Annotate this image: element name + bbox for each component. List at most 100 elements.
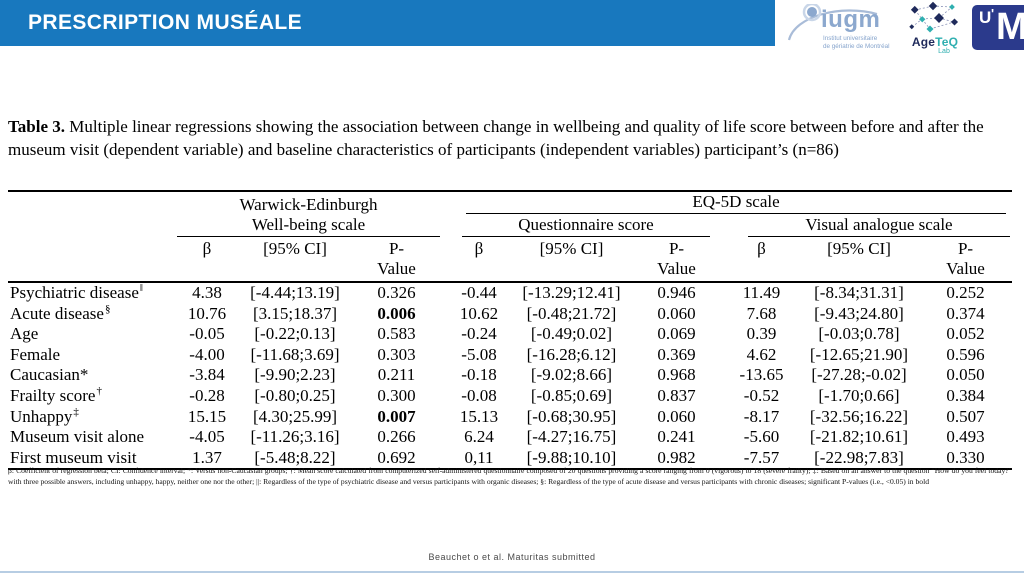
value-cell: 0.006	[377, 303, 416, 323]
col-ci: [95% CI]	[514, 237, 629, 284]
value-cell: 0.837	[657, 386, 696, 405]
value-cell: [-0.22;0.13]	[254, 324, 336, 344]
value-cell: 0.052	[946, 324, 985, 344]
value-cell: 10.76	[187, 303, 227, 323]
ageteq-logo: AgeTeQ Lab	[903, 1, 967, 57]
warwick-edinburgh-header: Warwick-Edinburgh Well-being scale	[173, 191, 444, 238]
value-cell: -5.60	[743, 427, 780, 447]
header-row-columns: β [95% CI] P- Value β [95% CI] P- Value β …	[8, 237, 1013, 284]
value-cell: 4.62	[746, 344, 777, 364]
value-cell: 0.050	[946, 365, 985, 385]
value-cell: -0.05	[189, 324, 225, 344]
value-cell: [-12.65;21.90]	[809, 344, 909, 364]
value-cell: 0.266	[377, 427, 416, 447]
col-beta: β	[724, 237, 799, 284]
value-cell: -0.18	[461, 365, 497, 385]
col-pvalue: P- Value	[919, 237, 1013, 284]
ageteq-network-icon	[909, 1, 959, 33]
value-cell: 0.493	[946, 427, 985, 447]
value-cell: 0.252	[946, 283, 985, 302]
row-label: Frailty score†	[10, 386, 102, 405]
table-row: Frailty score† -0.28 [-0.80;0.25] 0.300 -0.0…	[8, 386, 1012, 407]
iugm-tagline: Institut universitaire de gériatrie de M…	[823, 35, 890, 50]
value-cell: 4.38	[192, 283, 222, 302]
value-cell: [-0.68;30.95]	[526, 406, 617, 426]
value-cell: -4.00	[189, 344, 225, 364]
eq5d-header: EQ-5D scale	[444, 191, 1012, 215]
value-cell: 0.241	[657, 427, 696, 447]
udem-accent: '	[991, 6, 995, 21]
value-cell: [-5.48;8.22]	[254, 447, 336, 467]
row-label: Psychiatric disease‖	[10, 282, 143, 302]
value-cell: [-0.03;0.78]	[818, 324, 900, 344]
visual-analogue-header: Visual analogue scale	[724, 214, 1012, 238]
table-row: Age -0.05 [-0.22;0.13] 0.583 -0.24 [-0.49;0.0…	[8, 324, 1012, 345]
table-title: Table 3. Multiple linear regressions sho…	[8, 116, 990, 161]
header-row-scales: Warwick-Edinburgh Well-being scale EQ-5D…	[8, 191, 1012, 284]
value-cell: 0.007	[377, 406, 416, 426]
value-cell: [-4.44;13.19]	[250, 283, 340, 302]
value-cell: 0.982	[657, 447, 696, 467]
table-number: Table 3.	[8, 117, 66, 136]
row-label: Caucasian*	[10, 365, 89, 385]
value-cell: 1.37	[192, 447, 222, 467]
value-cell: 0.069	[657, 324, 696, 344]
value-cell: -5.08	[461, 344, 497, 364]
value-cell: [-9.02;8.66]	[530, 365, 613, 385]
row-label: Museum visit alone	[10, 427, 145, 447]
value-cell: 0.369	[657, 344, 696, 364]
value-cell: 0.330	[946, 447, 985, 467]
row-label: Acute disease§	[10, 303, 111, 323]
value-cell: [3.15;18.37]	[252, 303, 338, 323]
value-cell: 11.49	[742, 283, 781, 302]
value-cell: 0.374	[946, 303, 985, 323]
value-cell: [-13.29;12.41]	[522, 283, 621, 302]
value-cell: 0.384	[946, 386, 985, 405]
value-cell: -0.24	[461, 324, 497, 344]
value-cell: 0.326	[377, 283, 416, 302]
row-label: Age	[10, 324, 39, 344]
value-cell: [-8.34;31.31]	[814, 283, 904, 302]
header-row-subscales: Questionnaire score Visual analogue scal…	[8, 214, 1012, 238]
value-cell: 0.507	[946, 406, 985, 426]
value-cell: [-16.28;6.12]	[526, 344, 617, 364]
table-row: Psychiatric disease‖ 4.38 [-4.44;13.19] 0.3…	[8, 282, 1012, 304]
value-cell: 0.060	[657, 303, 696, 323]
value-cell: [-21.82;10.61]	[809, 427, 909, 447]
iugm-orbit-icon	[787, 4, 878, 41]
value-cell: 0.300	[377, 386, 416, 405]
value-cell: -0.52	[743, 386, 780, 405]
footer-divider	[0, 571, 1024, 573]
citation-caption: Beauchet o et al. Maturitas submitted	[428, 552, 596, 562]
value-cell: [-27.28;-0.02]	[811, 365, 907, 385]
value-cell: 0.968	[657, 365, 696, 385]
col-ci: [95% CI]	[241, 237, 349, 284]
value-cell: 10.62	[459, 303, 499, 323]
value-cell: [-0.80;0.25]	[254, 386, 336, 405]
ageteq-lab-label: Lab	[938, 48, 950, 55]
value-cell: [-9.90;2.23]	[254, 365, 336, 385]
value-cell: [-1.70;0.66]	[818, 386, 900, 405]
value-cell: 0,11	[464, 447, 494, 467]
value-cell: 7.68	[746, 303, 777, 323]
value-cell: [-0.48;21.72]	[526, 303, 617, 323]
corner-cell	[8, 191, 173, 284]
value-cell: [-32.56;16.22]	[809, 406, 909, 426]
value-cell: -4.05	[189, 427, 225, 447]
value-cell: 15.15	[187, 406, 227, 426]
value-cell: [-0.49;0.02]	[530, 324, 613, 344]
value-cell: -3.84	[189, 365, 225, 385]
ageteq-wordmark: AgeTeQ	[911, 35, 959, 49]
value-cell: 6.24	[464, 427, 494, 447]
table-row: Female -4.00 [-11.68;3.69] 0.303 -5.08 [-16.2…	[8, 345, 1012, 366]
questionnaire-score-header: Questionnaire score	[444, 214, 724, 238]
value-cell: -7.57	[743, 447, 780, 467]
table-footnote: β: Coefficient of regression beta; CI: C…	[8, 466, 1012, 486]
col-beta: β	[173, 237, 241, 284]
value-cell: [-22.98;7.83]	[814, 447, 904, 467]
value-cell: [-0.85;0.69]	[530, 386, 613, 405]
slide-title: PRESCRIPTION MUSÉALE	[28, 11, 303, 34]
value-cell: -13.65	[739, 365, 784, 385]
col-pvalue: P- Value	[349, 237, 444, 284]
value-cell: -0.08	[461, 386, 497, 405]
